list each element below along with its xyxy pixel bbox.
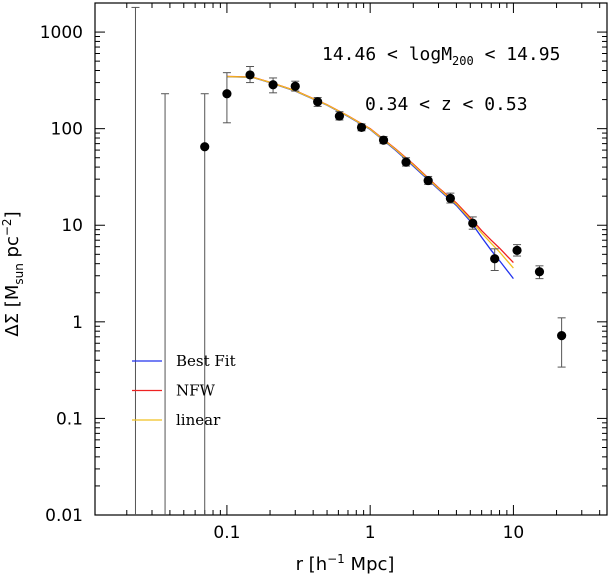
y-tick-label: 0.1 [56, 409, 83, 429]
z-range-annotation: 0.34 < z < 0.53 [365, 94, 528, 115]
x-tick-label: 0.1 [213, 523, 240, 543]
data-points [200, 70, 567, 341]
legend-label: linear [176, 411, 221, 429]
legend-label: Best Fit [176, 352, 236, 370]
data-point [222, 89, 232, 99]
y-tick-label: 100 [51, 120, 83, 140]
y-tick-label: 1 [72, 313, 83, 333]
data-point [490, 254, 500, 264]
data-point [534, 267, 545, 277]
plot-frame [94, 2, 608, 516]
data-point [378, 135, 389, 145]
data-point [334, 111, 345, 121]
y-axis-title: ΔΣ [Msun pc−2] [0, 211, 26, 336]
data-point [313, 97, 323, 107]
y-tick-label: 10 [61, 216, 83, 236]
data-point [245, 70, 255, 80]
data-point [401, 157, 411, 167]
y-tick-label: 1000 [40, 23, 83, 43]
x-axis-title: r [h−1 Mpc] [296, 552, 395, 575]
legend: Best Fit NFW linear [132, 352, 236, 429]
x-tick-label: 1 [365, 523, 376, 543]
data-point [468, 218, 478, 228]
data-point [512, 245, 522, 255]
data-point [445, 193, 455, 203]
data-point [268, 80, 278, 90]
data-point [356, 122, 367, 133]
data-point [423, 175, 433, 186]
axes: 0.1 1 10 0.01 0.1 1 10 100 1000 [40, 2, 608, 543]
legend-label: NFW [176, 382, 216, 400]
data-point [200, 142, 210, 152]
error-bars [131, 6, 566, 515]
mass-range-annotation: 14.46 < logM200 < 14.95 [322, 44, 560, 68]
data-point [290, 81, 300, 91]
curve-linear [226, 75, 514, 269]
data-point [557, 331, 567, 341]
y-tick-label: 0.01 [45, 506, 83, 526]
x-tick-label: 10 [503, 523, 525, 543]
